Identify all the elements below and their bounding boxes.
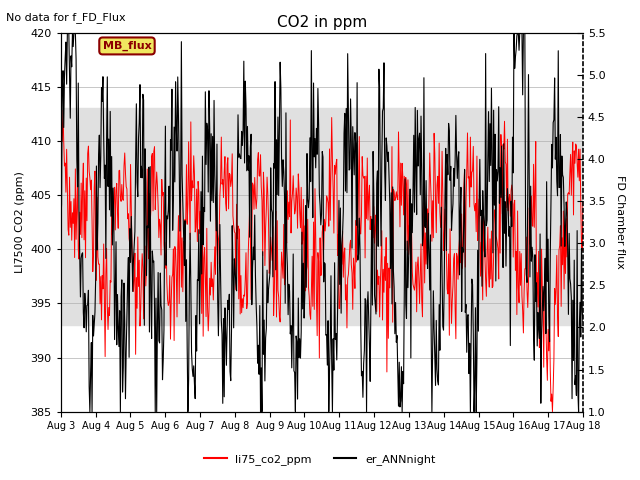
Bar xyxy=(61,108,583,325)
Text: MB_flux: MB_flux xyxy=(102,41,151,51)
Legend: li75_co2_ppm, er_ANNnight: li75_co2_ppm, er_ANNnight xyxy=(200,450,440,469)
Text: No data for f_FD_Flux: No data for f_FD_Flux xyxy=(6,12,126,23)
Y-axis label: FD Chamber flux: FD Chamber flux xyxy=(615,175,625,269)
Title: CO2 in ppm: CO2 in ppm xyxy=(276,15,367,30)
Y-axis label: LI7500 CO2 (ppm): LI7500 CO2 (ppm) xyxy=(15,171,25,273)
